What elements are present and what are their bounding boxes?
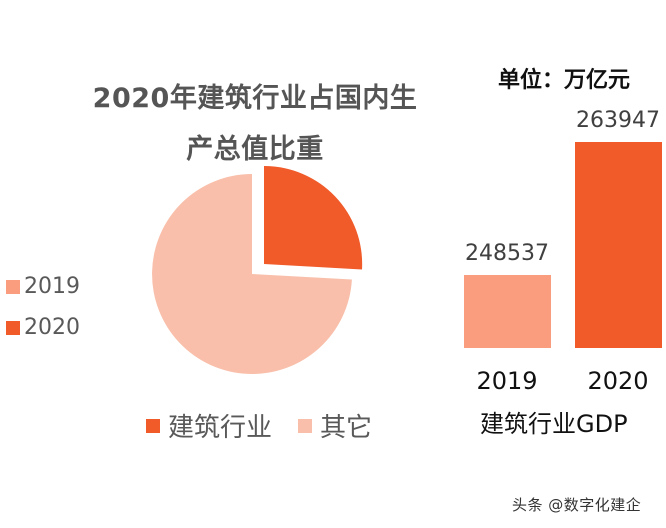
bar-2019 <box>464 275 551 348</box>
legend-label-other: 其它 <box>320 413 373 443</box>
legend-item-other: 其它 <box>298 407 372 444</box>
pie-chart-title-line2: 产总值比重 <box>186 134 324 165</box>
legend-swatch-2020 <box>6 320 20 335</box>
legend-label-construction: 建筑行业 <box>168 413 273 443</box>
bar-category-2019: 2019 <box>476 367 538 395</box>
legend-item-2019: 2019 <box>6 274 80 299</box>
pie-legend: 建筑行业 其它 <box>146 407 398 444</box>
legend-label-2019: 2019 <box>24 274 80 299</box>
bar-value-2019: 248537 <box>465 241 549 266</box>
legend-swatch-construction <box>146 418 160 433</box>
legend-item-construction: 建筑行业 <box>146 407 272 444</box>
bar-2020 <box>575 142 662 348</box>
legend-swatch-2019 <box>6 279 20 294</box>
legend-label-2020: 2020 <box>24 315 80 340</box>
legend-swatch-other <box>298 418 313 433</box>
pie-slice-other <box>152 174 352 374</box>
bar-category-2020: 2020 <box>587 367 649 395</box>
pie-slice-construction <box>264 165 363 270</box>
watermark: 头条 @数字化建企 <box>512 496 642 514</box>
pie-chart-title-line1: 2020年建筑行业占国内生 <box>92 83 418 114</box>
legend-item-2020: 2020 <box>6 315 80 340</box>
bar-value-2020: 263947 <box>576 108 660 133</box>
bar-chart-x-axis-label: 建筑行业GDP <box>480 410 628 438</box>
bar-chart-unit-label: 单位：万亿元 <box>498 68 631 93</box>
